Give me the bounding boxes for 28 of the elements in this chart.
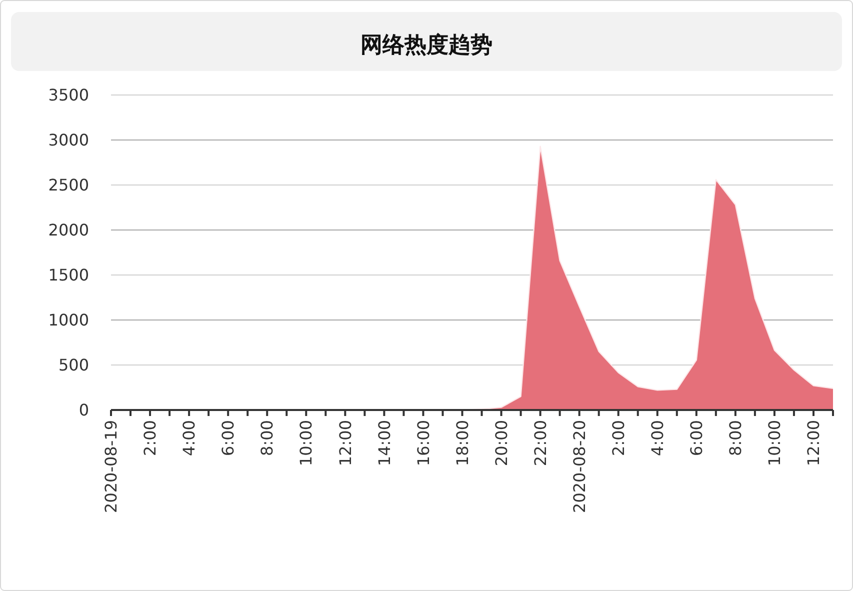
x-tick-label: 2:00 <box>608 420 628 456</box>
y-tick-label: 0 <box>78 400 89 420</box>
x-tick-label: 14:00 <box>374 420 394 466</box>
x-tick-label: 20:00 <box>492 420 511 466</box>
x-tick-label: 8:00 <box>258 420 277 456</box>
y-tick-label: 2500 <box>48 176 89 195</box>
x-tick-label: 4:00 <box>180 420 199 456</box>
x-tick-label: 6:00 <box>687 420 706 456</box>
x-tick-label: 10:00 <box>765 420 784 466</box>
x-tick-label: 22:00 <box>530 420 550 466</box>
x-tick-label: 8:00 <box>726 420 746 456</box>
y-tick-label: 2000 <box>48 220 89 240</box>
x-tick-label: 16:00 <box>414 420 433 466</box>
y-tick-label: 3000 <box>48 130 89 150</box>
x-tick-label: 12:00 <box>804 420 824 466</box>
x-tick-label: 10:00 <box>296 420 316 466</box>
y-tick-label: 3500 <box>48 86 89 105</box>
chart-title: 网络热度趋势 <box>360 32 492 58</box>
x-tick-label: 6:00 <box>218 420 238 456</box>
x-tick-label: 2:00 <box>140 420 160 456</box>
y-tick-label: 1000 <box>48 310 89 330</box>
x-tick-label: 18:00 <box>452 420 472 466</box>
x-tick-label: 4:00 <box>648 420 667 456</box>
x-tick-label: 12:00 <box>336 420 355 466</box>
y-tick-label: 1500 <box>48 266 89 285</box>
y-tick-label: 500 <box>58 356 89 375</box>
x-tick-label: 2020-08-20 <box>570 420 589 513</box>
x-tick-label: 2020-08-19 <box>102 420 121 513</box>
